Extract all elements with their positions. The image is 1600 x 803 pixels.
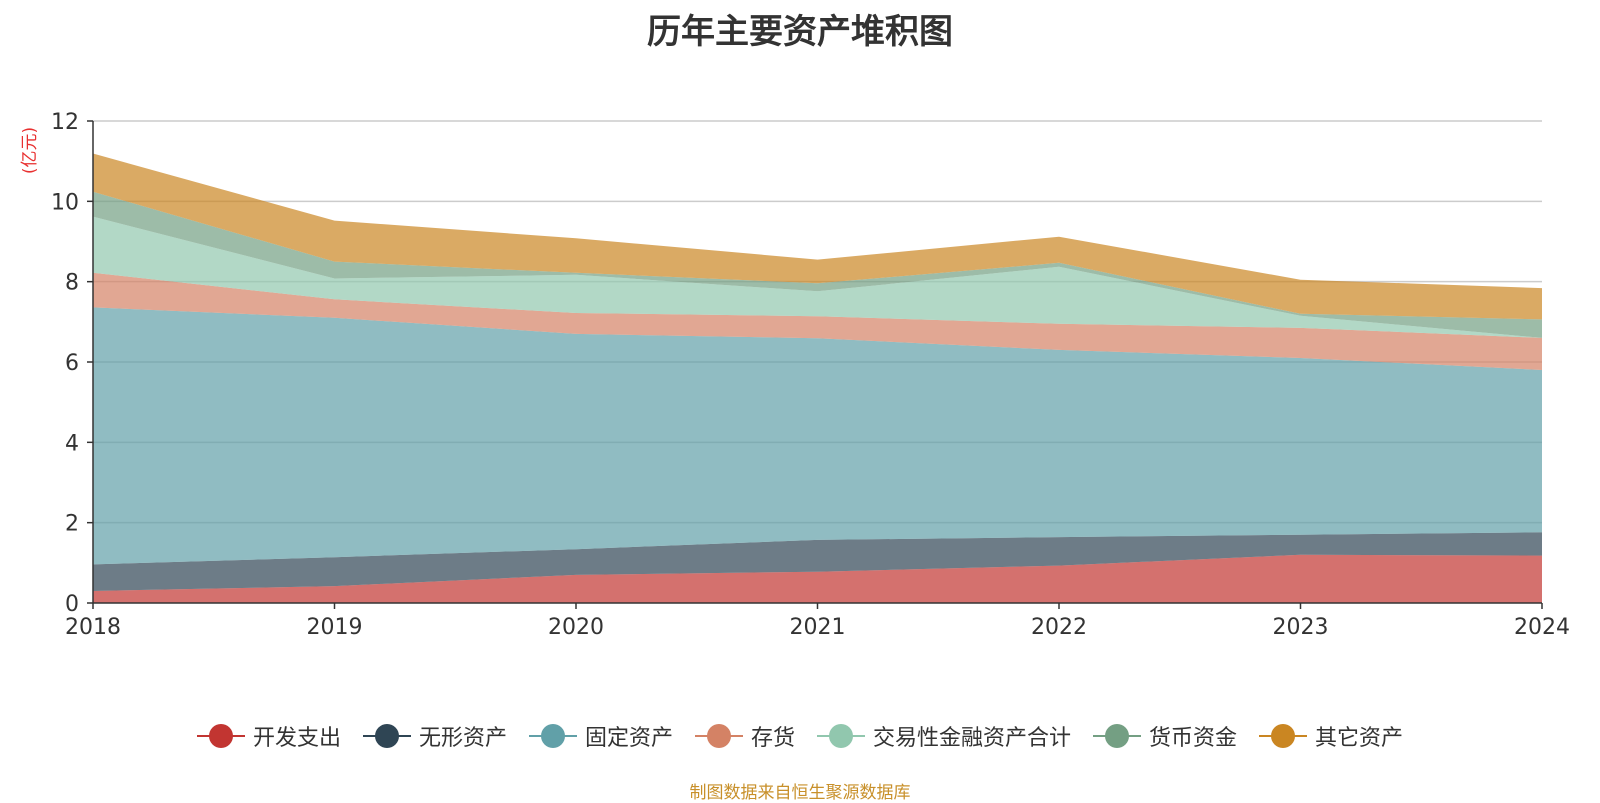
y-tick-label-4: 4 [65, 431, 79, 456]
legend-label: 开发支出 [252, 726, 341, 751]
x-tick-label-2024: 2024 [1514, 615, 1570, 640]
legend-item-2[interactable]: 无形资产 [362, 720, 507, 752]
source-note: 制图数据来自恒生聚源数据库 [689, 783, 911, 803]
x-tick-label-2021: 2021 [790, 615, 846, 640]
legend-item-5[interactable]: 交易性金融资产合计 [817, 720, 1071, 752]
area-series-2[interactable] [93, 532, 1542, 591]
y-tick-label-0: 0 [65, 592, 79, 617]
legend-marker-icon [196, 724, 245, 748]
legend-marker-icon [528, 724, 577, 748]
legend-item-3[interactable]: 固定资产 [528, 720, 673, 752]
x-tick-label-2023: 2023 [1273, 615, 1329, 640]
area-series-4[interactable] [93, 272, 1542, 370]
y-tick-label-10: 10 [51, 190, 79, 215]
x-tick-label-2020: 2020 [548, 615, 604, 640]
legend-marker-icon [1259, 724, 1308, 748]
y-tick-label-6: 6 [65, 351, 79, 376]
area-series-3[interactable] [93, 307, 1542, 565]
area-series-5[interactable] [93, 216, 1542, 338]
legend-marker-icon [694, 724, 743, 748]
legend-label: 存货 [750, 726, 795, 751]
legend-marker-icon [362, 724, 411, 748]
y-tick-label-2: 2 [65, 512, 79, 537]
legend-item-1[interactable]: 开发支出 [196, 720, 341, 752]
legend-marker-icon [1093, 724, 1142, 748]
y-tick-label-12: 12 [51, 110, 79, 135]
x-tick-label-2019: 2019 [307, 615, 363, 640]
axes: 0 2 4 6 8 10 12 2018 2019 2020 2021 2022 2023 2024 [51, 110, 1570, 640]
legend-label: 交易性金融资产合计 [873, 726, 1072, 751]
legend: 开发支出 无形资产 固定资产 存货 交易性金融资产合计 货币资金 其它资产 [0, 716, 1600, 756]
legend-label: 无形资产 [418, 726, 507, 751]
legend-item-6[interactable]: 货币资金 [1093, 720, 1237, 752]
area-series-6[interactable] [93, 191, 1542, 338]
legend-label: 其它资产 [1315, 726, 1404, 751]
x-tick-label-2018: 2018 [65, 615, 121, 640]
legend-item-7[interactable]: 其它资产 [1259, 720, 1403, 752]
legend-label: 货币资金 [1149, 726, 1238, 751]
x-tick-label-2022: 2022 [1031, 615, 1087, 640]
legend-marker-icon [817, 724, 865, 748]
area-series-layer [93, 153, 1542, 603]
area-series-7[interactable] [93, 153, 1542, 320]
legend-label: 固定资产 [584, 726, 673, 751]
chart-title: 历年主要资产堆积图 [647, 12, 953, 52]
area-series-1[interactable] [93, 554, 1542, 603]
legend-item-4[interactable]: 存货 [694, 720, 795, 752]
y-tick-label-8: 8 [65, 271, 79, 296]
